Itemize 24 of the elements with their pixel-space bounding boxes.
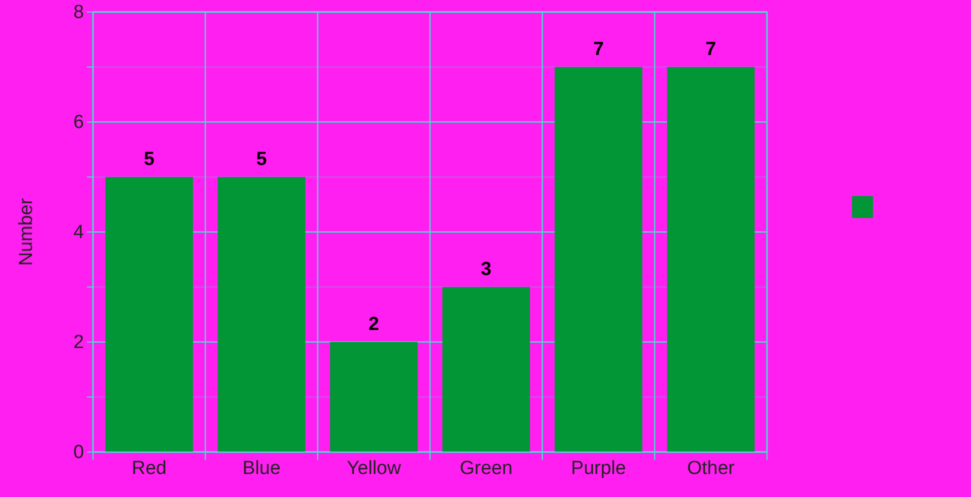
- bar: [442, 287, 530, 452]
- bar: [105, 177, 193, 452]
- data-label: 5: [256, 149, 268, 170]
- bar: [218, 177, 306, 452]
- bar: [330, 342, 418, 452]
- x-tick-label: Other: [687, 458, 736, 479]
- data-label: 7: [593, 39, 604, 60]
- data-label: 5: [144, 149, 155, 170]
- bar: [554, 67, 642, 452]
- y-tick-label: 6: [73, 112, 84, 134]
- y-tick-label: 4: [73, 222, 84, 244]
- y-tick-label: 0: [73, 442, 84, 464]
- bar: [667, 67, 755, 452]
- data-label: 2: [368, 314, 380, 335]
- x-tick-label: Yellow: [346, 458, 402, 479]
- data-label: 7: [706, 39, 716, 60]
- x-tick-label: Red: [132, 458, 167, 479]
- x-tick-label: Purple: [571, 458, 626, 479]
- y-tick-label: 2: [73, 332, 84, 354]
- y-tick-label: 8: [73, 2, 84, 24]
- data-label: 3: [480, 259, 492, 280]
- x-tick-label: Blue: [242, 458, 281, 479]
- x-tick-label: Green: [460, 458, 513, 479]
- y-axis-title: Number: [16, 198, 37, 266]
